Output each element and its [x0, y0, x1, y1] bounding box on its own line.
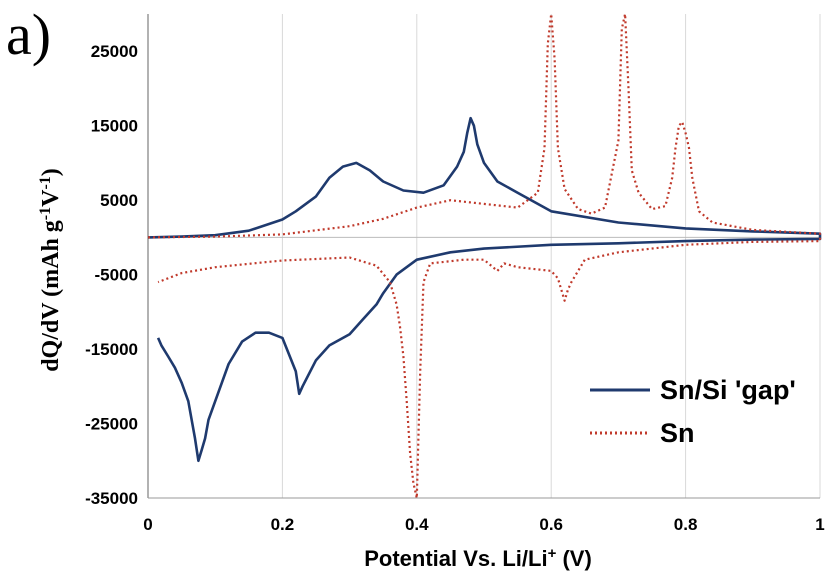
x-tick-label: 0.8: [674, 515, 698, 534]
y-axis-label-mid: V: [38, 189, 64, 207]
y-axis-label-sup2: -1: [37, 176, 54, 189]
x-axis-label-unit: (V): [556, 546, 591, 571]
y-tick-label: 5000: [100, 191, 138, 210]
legend-label-sn-si-gap: Sn/Si 'gap': [660, 375, 796, 405]
x-tick-label: 0.6: [539, 515, 563, 534]
grid-lines: [281, 14, 821, 498]
legend: Sn/Si 'gap' Sn: [590, 375, 796, 448]
y-axis-label-end: ): [38, 168, 64, 176]
x-tick-label: 1: [815, 515, 824, 534]
y-tick-label: 15000: [91, 117, 138, 136]
tick-labels: 25000 15000 5000 -5000 -15000 -25000 -35000 0 0.…: [85, 42, 825, 534]
series-line-sn-si-gap: [147, 116, 822, 463]
x-axis-label-sup: +: [548, 545, 557, 562]
x-tick-label: 0.2: [271, 515, 295, 534]
y-axis-label-main: dQ/dV (mAh g: [38, 220, 64, 372]
x-tick-label: 0: [143, 515, 152, 534]
axes: [147, 14, 820, 499]
x-axis-label-main: Potential Vs. Li/Li: [364, 546, 547, 571]
series-line-sn: [147, 12, 822, 500]
legend-label-sn: Sn: [660, 418, 695, 448]
y-axis-label-sup1: -1: [37, 207, 54, 220]
y-tick-label: -25000: [85, 415, 138, 434]
y-tick-label: -35000: [85, 489, 138, 508]
x-axis-label: Potential Vs. Li/Li+ (V): [364, 545, 592, 572]
series-layer: [147, 12, 822, 500]
y-axis-label: dQ/dV (mAh g-1V-1): [37, 168, 65, 372]
y-tick-label: -15000: [85, 340, 138, 359]
y-tick-label: -5000: [95, 266, 138, 285]
y-tick-label: 25000: [91, 42, 138, 61]
x-tick-label: 0.4: [405, 515, 429, 534]
panel-label: a): [6, 2, 52, 67]
